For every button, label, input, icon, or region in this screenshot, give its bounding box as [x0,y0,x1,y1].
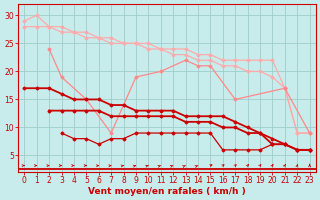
X-axis label: Vent moyen/en rafales ( km/h ): Vent moyen/en rafales ( km/h ) [88,187,246,196]
